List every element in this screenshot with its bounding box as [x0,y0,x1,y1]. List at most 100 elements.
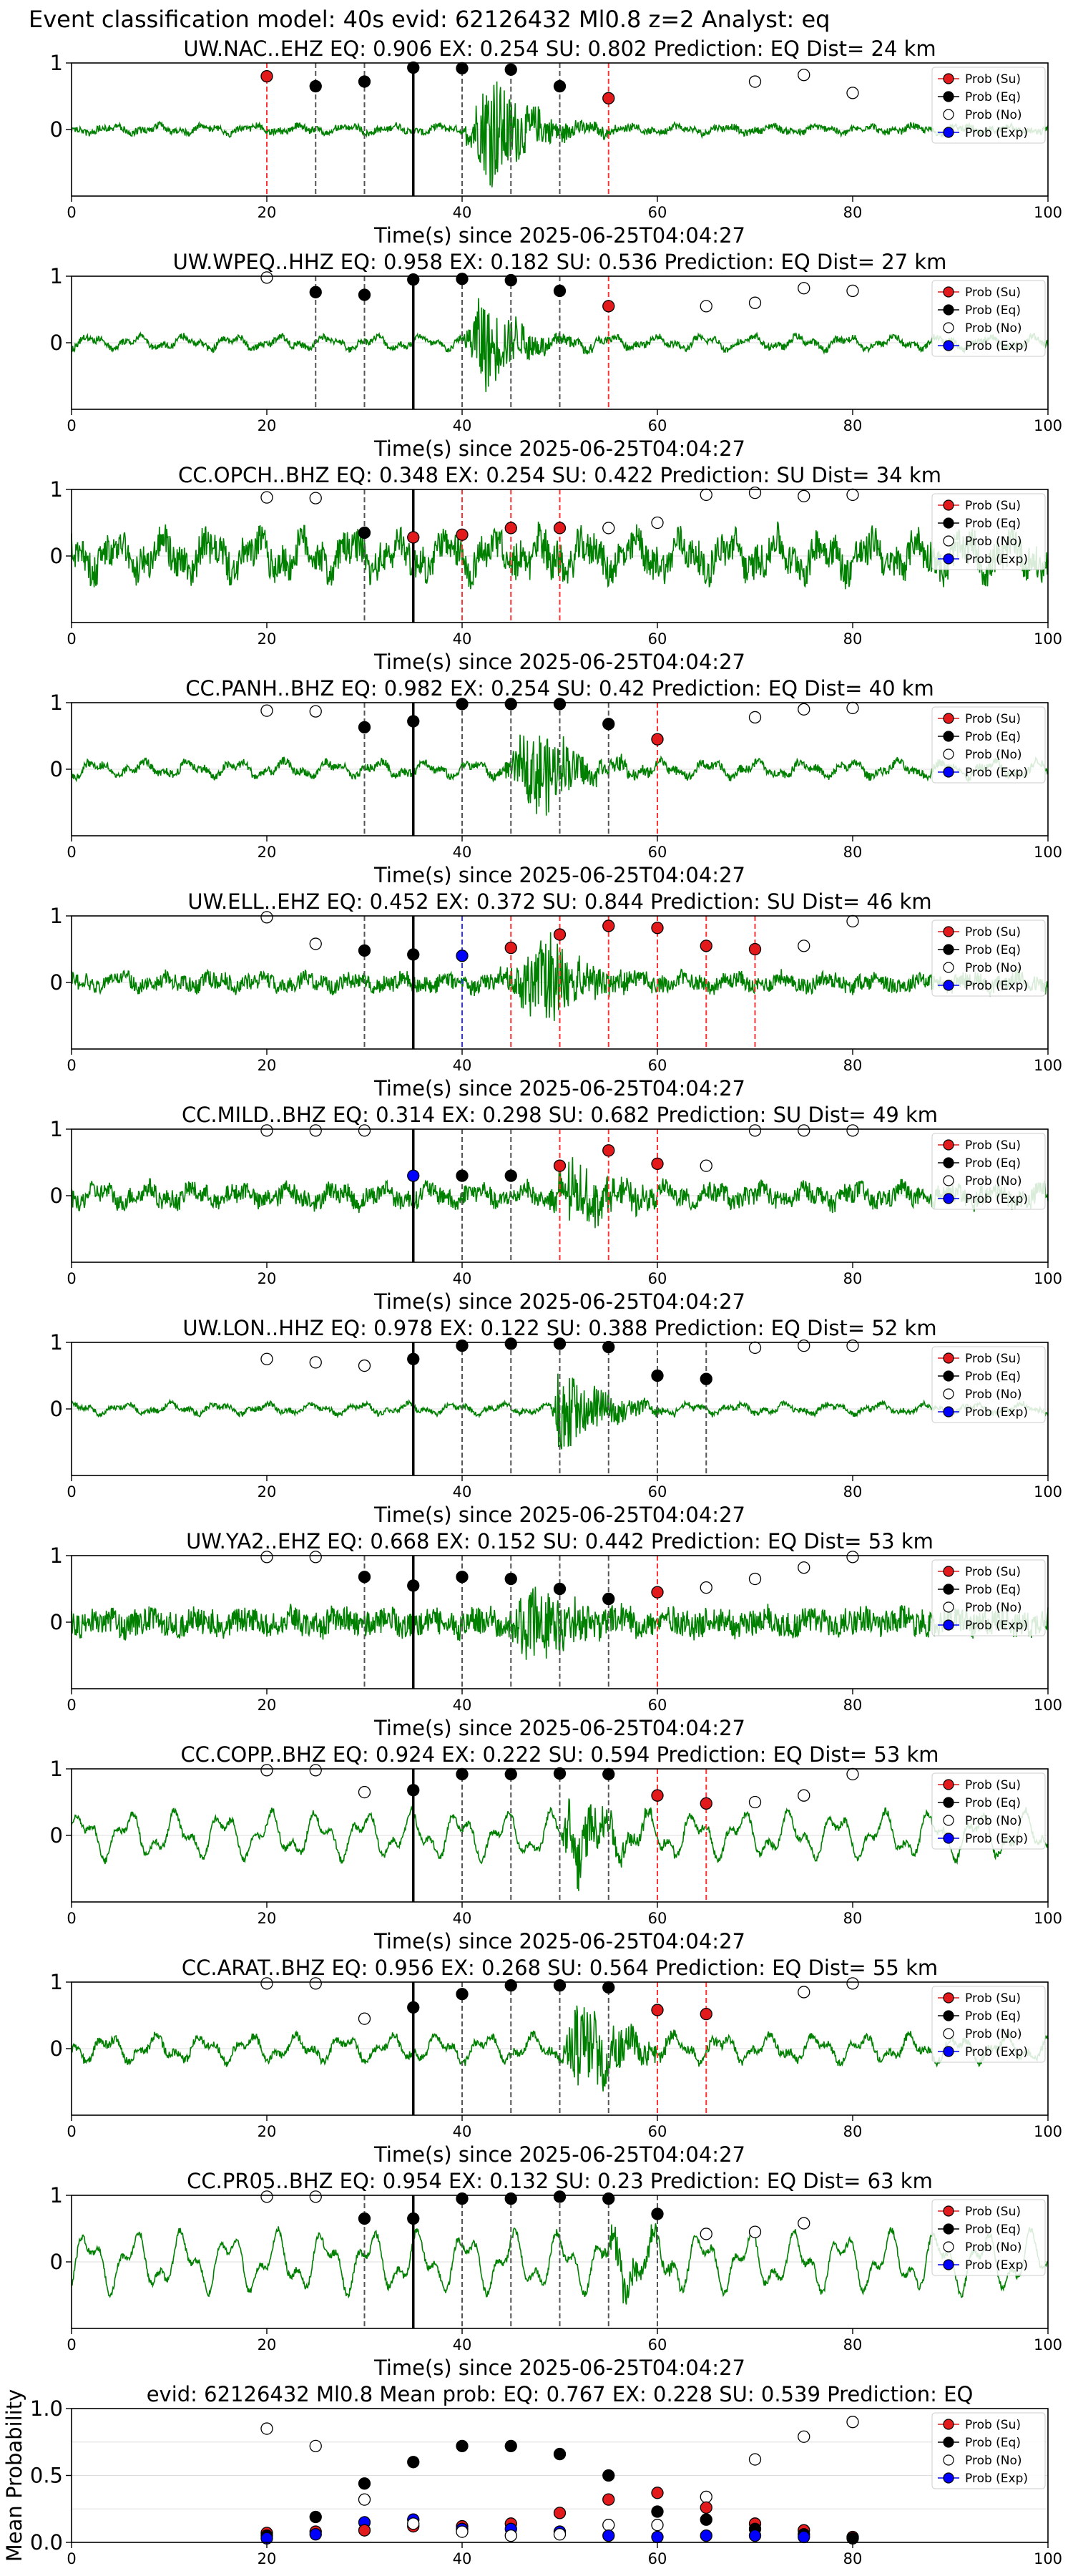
prob-point-eq [456,2439,469,2453]
x-axis-label: Time(s) since 2025-06-25T04:04:27 [373,1076,745,1101]
x-tick-label: 0 [67,2336,76,2353]
prob-point-eq [358,526,371,540]
legend-label-exp: Prob (Exp) [965,552,1028,567]
prob-point-no [846,87,859,99]
legend-label-no: Prob (No) [965,1814,1022,1828]
x-tick-label: 40 [453,417,472,434]
legend-box [931,493,1046,570]
prob-point-exp [602,2529,615,2542]
prob-point-no [798,1124,810,1137]
prob-point-no [798,1986,810,1999]
x-tick-label: 100 [1034,1910,1062,1927]
prob-point-eq [456,1988,469,2001]
prob-point-no [260,271,273,284]
prob-point-eq [456,1767,469,1781]
x-axis-label: Time(s) since 2025-06-25T04:04:27 [373,1716,745,1740]
prob-point-eq [700,1372,712,1385]
prob-point-eq [358,75,371,88]
legend-label-eq: Prob (Eq) [965,90,1021,104]
x-tick-label: 100 [1034,1697,1062,1714]
prob-point-eq [309,2510,322,2524]
legend-marker-exp [943,980,954,991]
legend-box [931,919,1046,997]
y-tick-label: 1 [50,1117,63,1141]
prob-point-su [602,919,615,932]
prob-point-no [260,1977,273,1990]
prob-point-eq [456,2192,469,2205]
legend-marker-no [943,109,954,120]
legend-label-su: Prob (Su) [965,1352,1021,1366]
legend-label-su: Prob (Su) [965,2205,1021,2219]
x-tick-label: 100 [1034,417,1062,434]
x-axis-label: Time(s) since 2025-06-25T04:04:27 [373,223,745,248]
prob-point-no [798,282,810,295]
prob-point-su [553,522,567,535]
prob-point-eq [407,2212,420,2225]
x-tick-label: 20 [258,204,277,221]
x-tick-label: 100 [1034,630,1062,648]
legend-marker-eq [943,731,954,742]
prob-point-no [260,1551,273,1563]
prob-point-no [456,2525,469,2538]
prob-point-eq [602,1767,615,1781]
prob-point-eq [602,2469,615,2482]
x-tick-label: 60 [648,844,667,861]
legend-marker-exp [943,2259,954,2270]
x-tick-label: 0 [67,1697,76,1714]
prob-point-no [602,522,615,535]
panel-mean: evid: 62126432 Ml0.8 Mean prob: EQ: 0.76… [2,2382,1062,2567]
legend-box [931,2199,1046,2276]
legend-marker-eq [943,1157,954,1169]
x-axis-label: Time(s) since 2025-06-25T04:04:27 [373,2356,745,2380]
x-tick-label: 40 [453,1483,472,1501]
x-axis-label: Time(s) since 2025-06-25T04:04:27 [373,863,745,887]
y-tick-label: 0 [50,1610,63,1634]
legend-label-eq: Prob (Eq) [965,517,1021,531]
prob-point-eq [504,1979,517,1992]
prob-point-no [748,1341,762,1355]
x-tick-label: 0 [67,844,76,861]
x-tick-label: 80 [843,844,863,861]
y-tick-label: 0.0 [30,2530,63,2555]
prob-point-su [504,522,517,535]
panel-uw-ya2--ehz: UW.YA2..EHZ EQ: 0.668 EX: 0.152 SU: 0.44… [50,1529,1063,1740]
prob-point-eq [456,1169,469,1182]
prob-point-su [651,2004,664,2016]
prob-point-no [553,2528,567,2541]
prob-point-exp [651,2530,664,2544]
x-axis-label: Time(s) since 2025-06-25T04:04:27 [373,650,745,674]
prob-point-no [260,2190,273,2203]
prob-point-eq [358,944,371,957]
legend-marker-no [943,1815,954,1826]
prob-point-no [846,2416,859,2429]
legend-label-exp: Prob (Exp) [965,766,1028,780]
panel-cc-arat--bhz: CC.ARAT..BHZ EQ: 0.956 EX: 0.268 SU: 0.5… [50,1956,1063,2167]
prob-point-no [748,1572,762,1586]
legend-label-exp: Prob (Exp) [965,339,1028,353]
prob-point-eq [504,1169,517,1182]
y-tick-label: 1 [50,1330,63,1355]
legend-marker-no [943,962,954,973]
prob-point-eq [456,62,469,75]
x-tick-label: 80 [843,1697,863,1714]
legend-marker-no [943,2241,954,2253]
legend-marker-eq [943,944,954,955]
y-tick-label: 1 [50,477,63,502]
prob-point-no [748,2453,762,2466]
legend-label-eq: Prob (Eq) [965,1156,1021,1171]
y-tick-label: 1 [50,1970,63,1994]
prob-point-no [798,489,810,502]
prob-point-su [651,733,664,746]
prob-point-no [700,2490,712,2504]
prob-point-no [358,1359,371,1372]
prob-point-su [748,942,762,956]
prob-point-eq [553,1767,567,1780]
x-tick-label: 80 [843,1270,863,1287]
prob-point-eq [504,2192,517,2205]
legend-label-exp: Prob (Exp) [965,1405,1028,1420]
prob-point-eq [407,715,420,728]
x-axis-label: Time(s) since 2025-06-25T04:04:27 [373,2142,745,2167]
legend-label-exp: Prob (Exp) [965,1832,1028,1846]
legend-marker-exp [943,1193,954,1204]
legend-label-eq: Prob (Eq) [965,730,1021,744]
